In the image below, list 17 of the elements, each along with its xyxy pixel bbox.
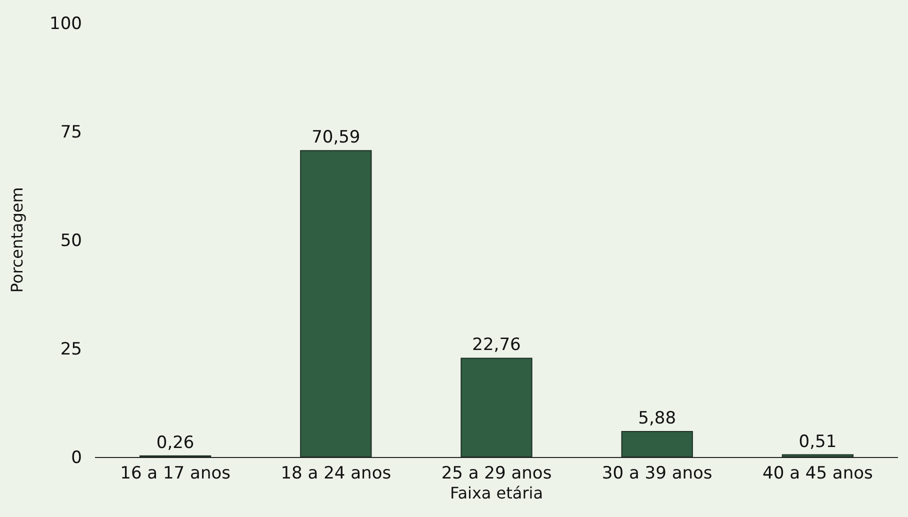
x-tick-label: 25 a 29 anos: [441, 463, 552, 484]
x-tick-label: 40 a 45 anos: [762, 463, 874, 484]
x-tick-label: 18 a 24 anos: [280, 463, 392, 484]
x-tick-label: 30 a 39 anos: [602, 463, 712, 484]
data-label: 70,59: [312, 128, 360, 148]
data-label: 0,51: [798, 432, 837, 452]
data-label: 0,26: [156, 432, 194, 453]
y-tick-label: 0: [71, 448, 82, 468]
y-tick-label: 75: [60, 122, 82, 142]
data-label: 5,88: [638, 408, 676, 428]
y-tick-label: 50: [60, 230, 82, 251]
x-axis-title: Faixa etária: [450, 483, 544, 502]
y-tick-label: 25: [60, 339, 82, 360]
x-tick-label: 16 a 17 anos: [120, 463, 231, 484]
y-axis-title: Porcentagem: [7, 187, 26, 293]
data-label: 22,76: [472, 335, 521, 356]
y-tick-label: 100: [50, 14, 82, 34]
